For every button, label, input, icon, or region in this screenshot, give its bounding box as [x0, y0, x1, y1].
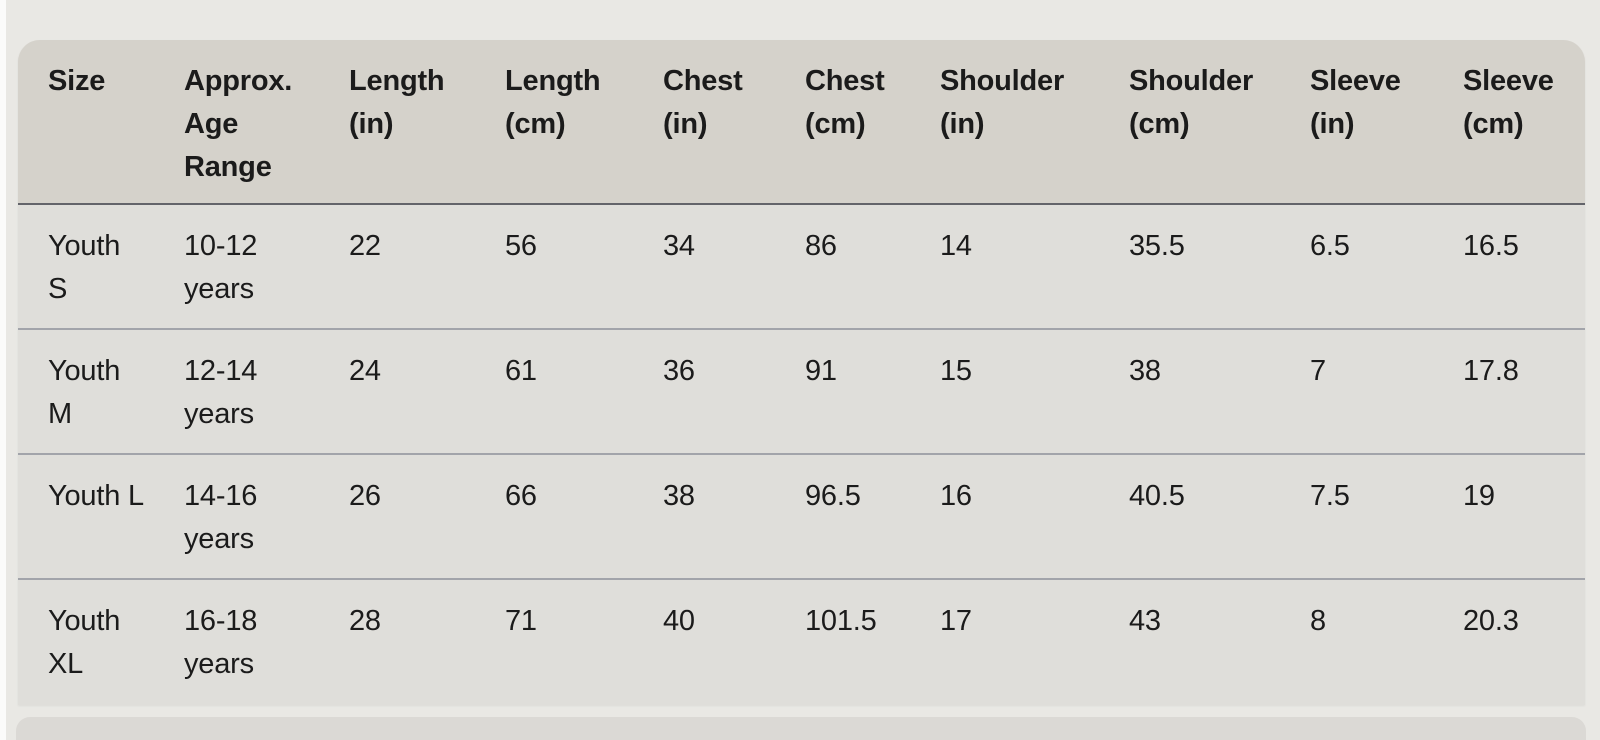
cell-size: Youth L — [18, 453, 154, 579]
cell-shoulder-cm: 38 — [1099, 328, 1280, 454]
column-header-shoulder-cm: Shoulder (cm) — [1099, 40, 1280, 205]
cell-shoulder-in: 17 — [910, 578, 1099, 703]
column-header-sleeve-cm: Sleeve (cm) — [1433, 40, 1585, 205]
cell-sleeve-in: 8 — [1280, 578, 1433, 703]
cell-sleeve-in: 6.5 — [1310, 230, 1350, 262]
cell-sleeve-in: 7.5 — [1280, 453, 1433, 579]
cell-chest-cm: 91 — [775, 328, 910, 454]
cell-sleeve-in: 7 — [1280, 328, 1433, 454]
cell-chest-in: 36 — [633, 328, 775, 454]
cell-length-cm: 66 — [475, 453, 633, 579]
cell-length-cm: 61 — [475, 328, 633, 454]
page-left-edge — [0, 0, 6, 740]
size-chart-card: Size Approx. Age Range Length (in) Lengt… — [18, 40, 1585, 705]
cell-sleeve-cm: 20.3 — [1433, 578, 1585, 703]
cell-length-cm: 56 — [505, 230, 537, 262]
cell-shoulder-in: 14 — [940, 230, 972, 262]
cell-size: Youth M — [18, 328, 154, 454]
table-row-youth-l: Youth L 14-16 years 26 66 38 96.5 16 40.… — [18, 453, 1585, 579]
column-header-size: Size — [18, 40, 154, 205]
next-section-card — [16, 717, 1586, 740]
cell-shoulder-cm: 35.5 — [1129, 230, 1185, 262]
cell-shoulder-in: 15 — [910, 328, 1099, 454]
cell-age-range: 16-18 years — [154, 578, 319, 703]
column-header-length-cm: Length (cm) — [475, 40, 633, 205]
column-header-chest-in: Chest (in) — [633, 40, 775, 205]
cell-shoulder-cm: 40.5 — [1099, 453, 1280, 579]
cell-chest-cm: 96.5 — [775, 453, 910, 579]
column-header-age-range: Approx. Age Range — [154, 40, 319, 205]
cell-chest-cm: 101.5 — [775, 578, 910, 703]
cell-sleeve-cm: 16.5 — [1463, 230, 1519, 262]
cell-sleeve-cm: 17.8 — [1433, 328, 1585, 454]
column-header-length-in: Length (in) — [319, 40, 475, 205]
cell-chest-in: 38 — [633, 453, 775, 579]
column-header-sleeve-in: Sleeve (in) — [1280, 40, 1433, 205]
cell-sleeve-cm: 19 — [1433, 453, 1585, 579]
table-row-youth-s: Youth S 10-12 years 22 56 34 86 14 35.5 … — [18, 204, 1585, 329]
column-header-shoulder-in: Shoulder (in) — [910, 40, 1099, 205]
cell-length-in: 24 — [319, 328, 475, 454]
cell-size: Youth S — [48, 230, 121, 305]
cell-length-in: 22 — [349, 230, 381, 262]
table-row-youth-m: Youth M 12-14 years 24 61 36 91 15 38 7 … — [18, 328, 1585, 454]
table-row-youth-xl: Youth XL 16-18 years 28 71 40 101.5 17 4… — [18, 578, 1585, 703]
cell-shoulder-in: 16 — [910, 453, 1099, 579]
cell-size: Youth XL — [18, 578, 154, 703]
cell-length-in: 26 — [319, 453, 475, 579]
cell-chest-in: 34 — [663, 230, 695, 262]
cell-length-cm: 71 — [475, 578, 633, 703]
size-chart-table: Size Approx. Age Range Length (in) Lengt… — [18, 40, 1585, 703]
cell-age-range: 12-14 years — [154, 328, 319, 454]
cell-age-range: 10-12 years — [184, 230, 258, 305]
cell-shoulder-cm: 43 — [1099, 578, 1280, 703]
cell-chest-in: 40 — [633, 578, 775, 703]
table-header-row: Size Approx. Age Range Length (in) Lengt… — [18, 40, 1585, 205]
cell-age-range: 14-16 years — [154, 453, 319, 579]
cell-length-in: 28 — [319, 578, 475, 703]
cell-chest-cm: 86 — [805, 230, 837, 262]
column-header-chest-cm: Chest (cm) — [775, 40, 910, 205]
